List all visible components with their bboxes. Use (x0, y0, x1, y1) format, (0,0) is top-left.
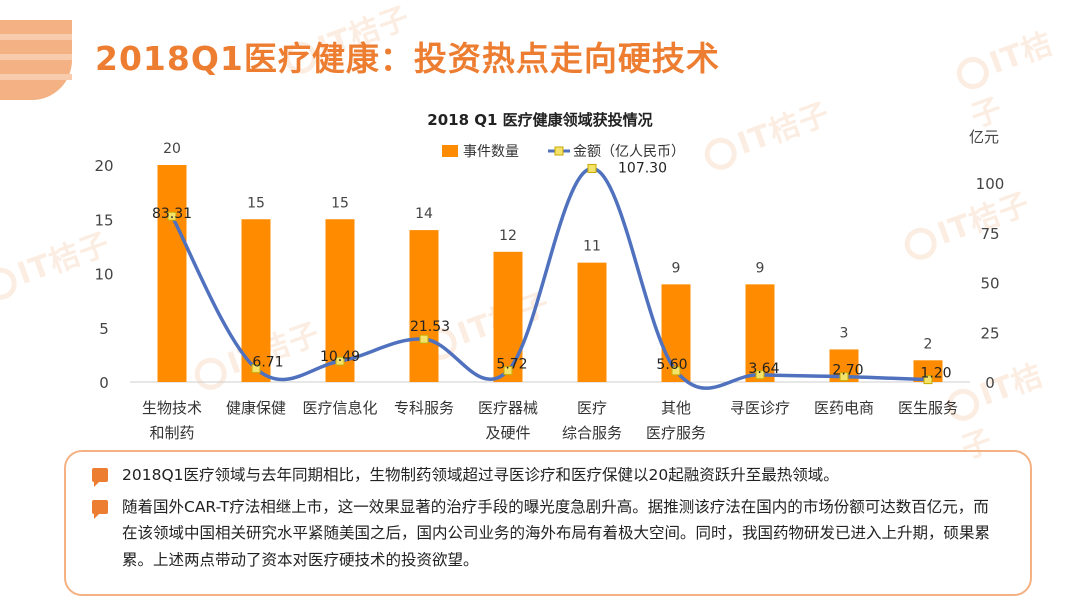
line-value-label: 5.72 (496, 357, 527, 373)
chart-title: 2018 Q1 医疗健康领域获投情况 (427, 111, 652, 129)
line-value-label: 21.53 (410, 319, 450, 335)
category-label: 专科服务 (394, 399, 454, 417)
bar-events (409, 230, 439, 382)
chart: 2018 Q1 医疗健康领域获投情况 事件数量 金额（亿人民币） 亿元 0 5 10… (94, 111, 1005, 442)
right-axis-tick-label: 50 (980, 275, 999, 293)
bar-events (241, 219, 271, 382)
category-label: 其他 (661, 399, 691, 417)
left-axis-tick-label: 5 (99, 320, 109, 338)
speech-bubble-icon (92, 499, 108, 519)
left-axis-tick-label: 20 (94, 157, 113, 175)
notes-box: 2018Q1医疗领域与去年同期相比，生物制药领域超过寻医诊疗和医疗保健以20起融… (64, 450, 1032, 596)
bar-events (325, 219, 355, 382)
line-marker (839, 372, 849, 382)
left-axis-tick-label: 0 (99, 374, 109, 392)
line-marker (167, 211, 177, 221)
category-label: 医疗器械 (478, 399, 538, 417)
note-item: 2018Q1医疗领域与去年同期相比，生物制药领域超过寻医诊疗和医疗保健以20起融… (92, 462, 1002, 489)
category-label: 医药电商 (814, 399, 874, 417)
line-marker (335, 356, 345, 366)
legend-swatch-bar (442, 145, 458, 157)
category-label: 寻医诊疗 (730, 399, 790, 417)
bar-value-label: 12 (499, 228, 517, 244)
right-axis-unit: 亿元 (969, 128, 999, 146)
bar-events (577, 262, 607, 382)
line-marker (671, 366, 681, 376)
note-text: 随着国外CAR-T疗法相继上市，这一效果显著的治疗手段的曝光度急剧升高。据推测该… (122, 497, 991, 569)
right-axis-tick-label: 75 (980, 225, 999, 243)
category-label: 综合服务 (562, 424, 622, 442)
note-text: 2018Q1医疗领域与去年同期相比，生物制药领域超过寻医诊疗和医疗保健以20起融… (122, 466, 839, 484)
right-axis-tick-label: 100 (976, 175, 1005, 193)
line-marker (755, 370, 765, 380)
legend-label-bar: 事件数量 (463, 144, 519, 160)
left-axis-tick-label: 15 (94, 211, 113, 229)
bar-value-label: 20 (163, 141, 181, 157)
bar-events (661, 284, 691, 382)
legend-label-line: 金额（亿人民币） (573, 144, 685, 160)
page-title: 2018Q1医疗健康：投资热点走向硬技术 (95, 39, 720, 78)
bar-value-label: 15 (247, 195, 265, 211)
line-marker (419, 334, 429, 344)
line-value-label: 107.30 (618, 160, 667, 176)
speech-bubble-icon (92, 468, 108, 487)
bar-value-label: 15 (331, 195, 349, 211)
category-label: 医疗 (577, 399, 607, 417)
bar-value-label: 2 (924, 336, 933, 352)
line-marker (587, 163, 597, 173)
category-label: 及硬件 (485, 424, 530, 442)
bar-value-label: 9 (672, 260, 681, 276)
bar-value-label: 14 (415, 206, 433, 222)
bar-events (157, 165, 187, 382)
category-label: 和制药 (149, 424, 194, 442)
category-label: 医疗服务 (646, 424, 706, 442)
bar-value-label: 11 (583, 239, 601, 255)
note-item: 随着国外CAR-T疗法相继上市，这一效果显著的治疗手段的曝光度急剧升高。据推测该… (92, 494, 1002, 574)
title-accent-bar (0, 20, 72, 100)
bar-value-label: 3 (840, 325, 849, 341)
bar-events (913, 360, 943, 382)
line-value-label: 5.60 (656, 357, 687, 373)
left-axis-tick-label: 10 (94, 266, 113, 284)
right-axis-tick-label: 0 (985, 374, 995, 392)
line-value-label: 10.49 (320, 349, 360, 365)
line-value-label: 3.64 (748, 361, 779, 377)
chart-legend: 事件数量 金额（亿人民币） (442, 144, 685, 160)
line-marker (251, 364, 261, 374)
bar-value-label: 9 (756, 260, 765, 276)
right-axis-tick-label: 25 (980, 324, 999, 342)
category-label: 医疗信息化 (302, 399, 377, 417)
line-value-label: 1.20 (920, 366, 951, 382)
legend-swatch-marker (554, 146, 564, 156)
line-marker (923, 375, 933, 385)
amount-line (170, 166, 929, 390)
line-value-label: 2.70 (832, 363, 863, 379)
category-label: 医生服务 (898, 399, 958, 417)
line-marker (503, 366, 513, 376)
category-label: 健康保健 (226, 399, 286, 417)
bar-events (745, 284, 775, 382)
line-value-label: 83.31 (152, 206, 192, 222)
bar-events (493, 251, 523, 382)
category-label: 生物技术 (142, 399, 202, 417)
line-value-label: 6.71 (252, 355, 283, 371)
